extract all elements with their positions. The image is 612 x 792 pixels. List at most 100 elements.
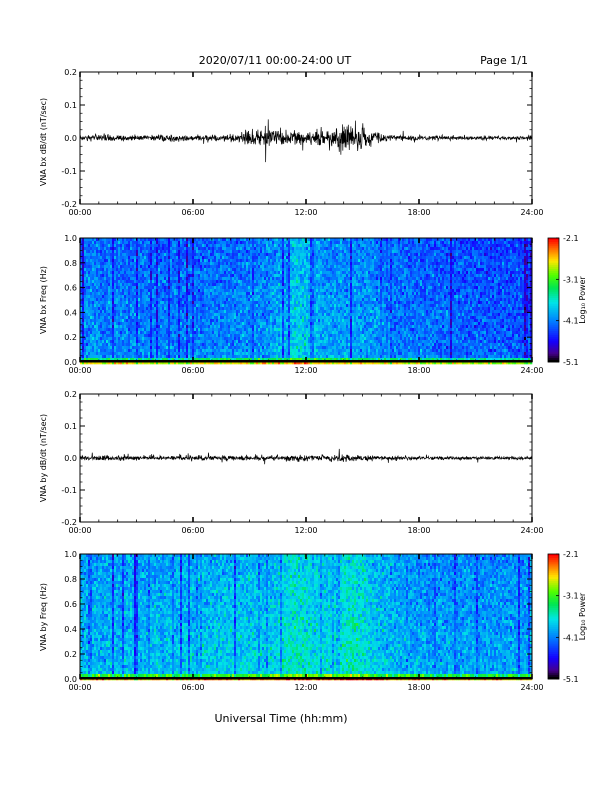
spectrogram-cell [226, 274, 229, 278]
spectrogram-cell [250, 346, 253, 350]
spectrogram-cell [226, 271, 229, 275]
spectrogram-cell [194, 295, 197, 299]
spectrogram-cell [116, 343, 119, 347]
spectrogram-cell [110, 307, 113, 311]
spectrogram-cell [90, 295, 93, 299]
spectrogram-cell [300, 361, 303, 365]
spectrogram-cell [108, 286, 111, 290]
spectrogram-cell [232, 286, 235, 290]
spectrogram-cell [206, 343, 209, 347]
spectrogram-cell [196, 286, 199, 290]
spectrogram-cell [252, 322, 255, 326]
spectrogram-cell [92, 361, 95, 365]
spectrogram-cell [222, 283, 225, 287]
spectrogram-cell [200, 286, 203, 290]
spectrogram-cell [262, 274, 265, 278]
spectrogram-cell [288, 352, 291, 356]
spectrogram-cell [290, 253, 293, 257]
spectrogram-cell [88, 292, 91, 296]
spectrogram-cell [252, 316, 255, 320]
spectrogram-cell [120, 343, 123, 347]
spectrogram-cell [92, 259, 95, 263]
spectrogram-cell [106, 256, 109, 260]
spectrogram-cell [116, 268, 119, 272]
y-axis-label: VNA bx dB/dt (nT/sec) [39, 98, 48, 186]
spectrogram-cell [86, 268, 89, 272]
spectrogram-cell [124, 313, 127, 317]
spectrogram-cell [260, 271, 263, 275]
spectrogram-cell [258, 268, 261, 272]
spectrogram-cell [88, 283, 91, 287]
spectrogram-cell [198, 307, 201, 311]
spectrogram-cell [100, 238, 103, 242]
spectrogram-cell [148, 265, 151, 269]
spectrogram-cell [214, 307, 217, 311]
spectrogram-cell [100, 244, 103, 248]
spectrogram-cell [174, 247, 177, 251]
spectrogram-cell [104, 256, 107, 260]
spectrogram-cell [146, 292, 149, 296]
spectrogram-cell [150, 298, 153, 302]
spectrogram-cell [222, 310, 225, 314]
spectrogram-cell [206, 346, 209, 350]
spectrogram-cell [232, 253, 235, 257]
spectrogram-cell [236, 301, 239, 305]
spectrogram-cell [258, 238, 261, 242]
spectrogram-cell [190, 310, 193, 314]
spectrogram-cell [312, 301, 315, 305]
spectrogram-cell [168, 277, 171, 281]
spectrogram-cell [160, 268, 163, 272]
spectrogram-cell [206, 334, 209, 338]
spectrogram-cell [228, 358, 231, 362]
spectrogram-cell [174, 307, 177, 311]
spectrogram-cell [162, 343, 165, 347]
spectrogram-cell [262, 280, 265, 284]
spectrogram-cell [102, 331, 105, 335]
spectrogram-cell [144, 289, 147, 293]
spectrogram-cell [306, 256, 309, 260]
spectrogram-cell [96, 286, 99, 290]
spectrogram-cell [284, 298, 287, 302]
spectrogram-cell [310, 355, 313, 359]
spectrogram-cell [216, 301, 219, 305]
spectrogram-cell [150, 355, 153, 359]
spectrogram-cell [136, 295, 139, 299]
spectrogram-cell [196, 280, 199, 284]
spectrogram-cell [122, 346, 125, 350]
spectrogram-cell [114, 265, 117, 269]
spectrogram-cell [208, 304, 211, 308]
spectrogram-cell [240, 265, 243, 269]
spectrogram-cell [162, 238, 165, 242]
spectrogram-cell [292, 283, 295, 287]
spectrogram-cell [244, 322, 247, 326]
spectrogram-cell [214, 340, 217, 344]
spectrogram-cell [186, 340, 189, 344]
spectrogram-cell [168, 247, 171, 251]
spectrogram-cell [128, 259, 131, 263]
spectrogram-cell [310, 334, 313, 338]
spectrogram-cell [130, 313, 133, 317]
spectrogram-cell [150, 265, 153, 269]
spectrogram-cell [218, 238, 221, 242]
spectrogram-cell [272, 322, 275, 326]
spectrogram-cell [204, 277, 207, 281]
spectrogram-cell [244, 358, 247, 362]
spectrogram-cell [98, 343, 101, 347]
spectrogram-cell [138, 313, 141, 317]
spectrogram-cell [100, 352, 103, 356]
spectrogram-cell [268, 253, 271, 257]
spectrogram-cell [260, 241, 263, 245]
spectrogram-cell [160, 337, 163, 341]
spectrogram-cell [128, 274, 131, 278]
spectrogram-cell [202, 247, 205, 251]
spectrogram-cell [152, 274, 155, 278]
spectrogram-cell [152, 265, 155, 269]
spectrogram-cell [130, 346, 133, 350]
spectrogram-cell [206, 340, 209, 344]
spectrogram-cell [234, 253, 237, 257]
spectrogram-cell [224, 256, 227, 260]
spectrogram-cell [206, 265, 209, 269]
spectrogram-cell [204, 259, 207, 263]
spectrogram-cell [180, 340, 183, 344]
spectrogram-cell [148, 271, 151, 275]
